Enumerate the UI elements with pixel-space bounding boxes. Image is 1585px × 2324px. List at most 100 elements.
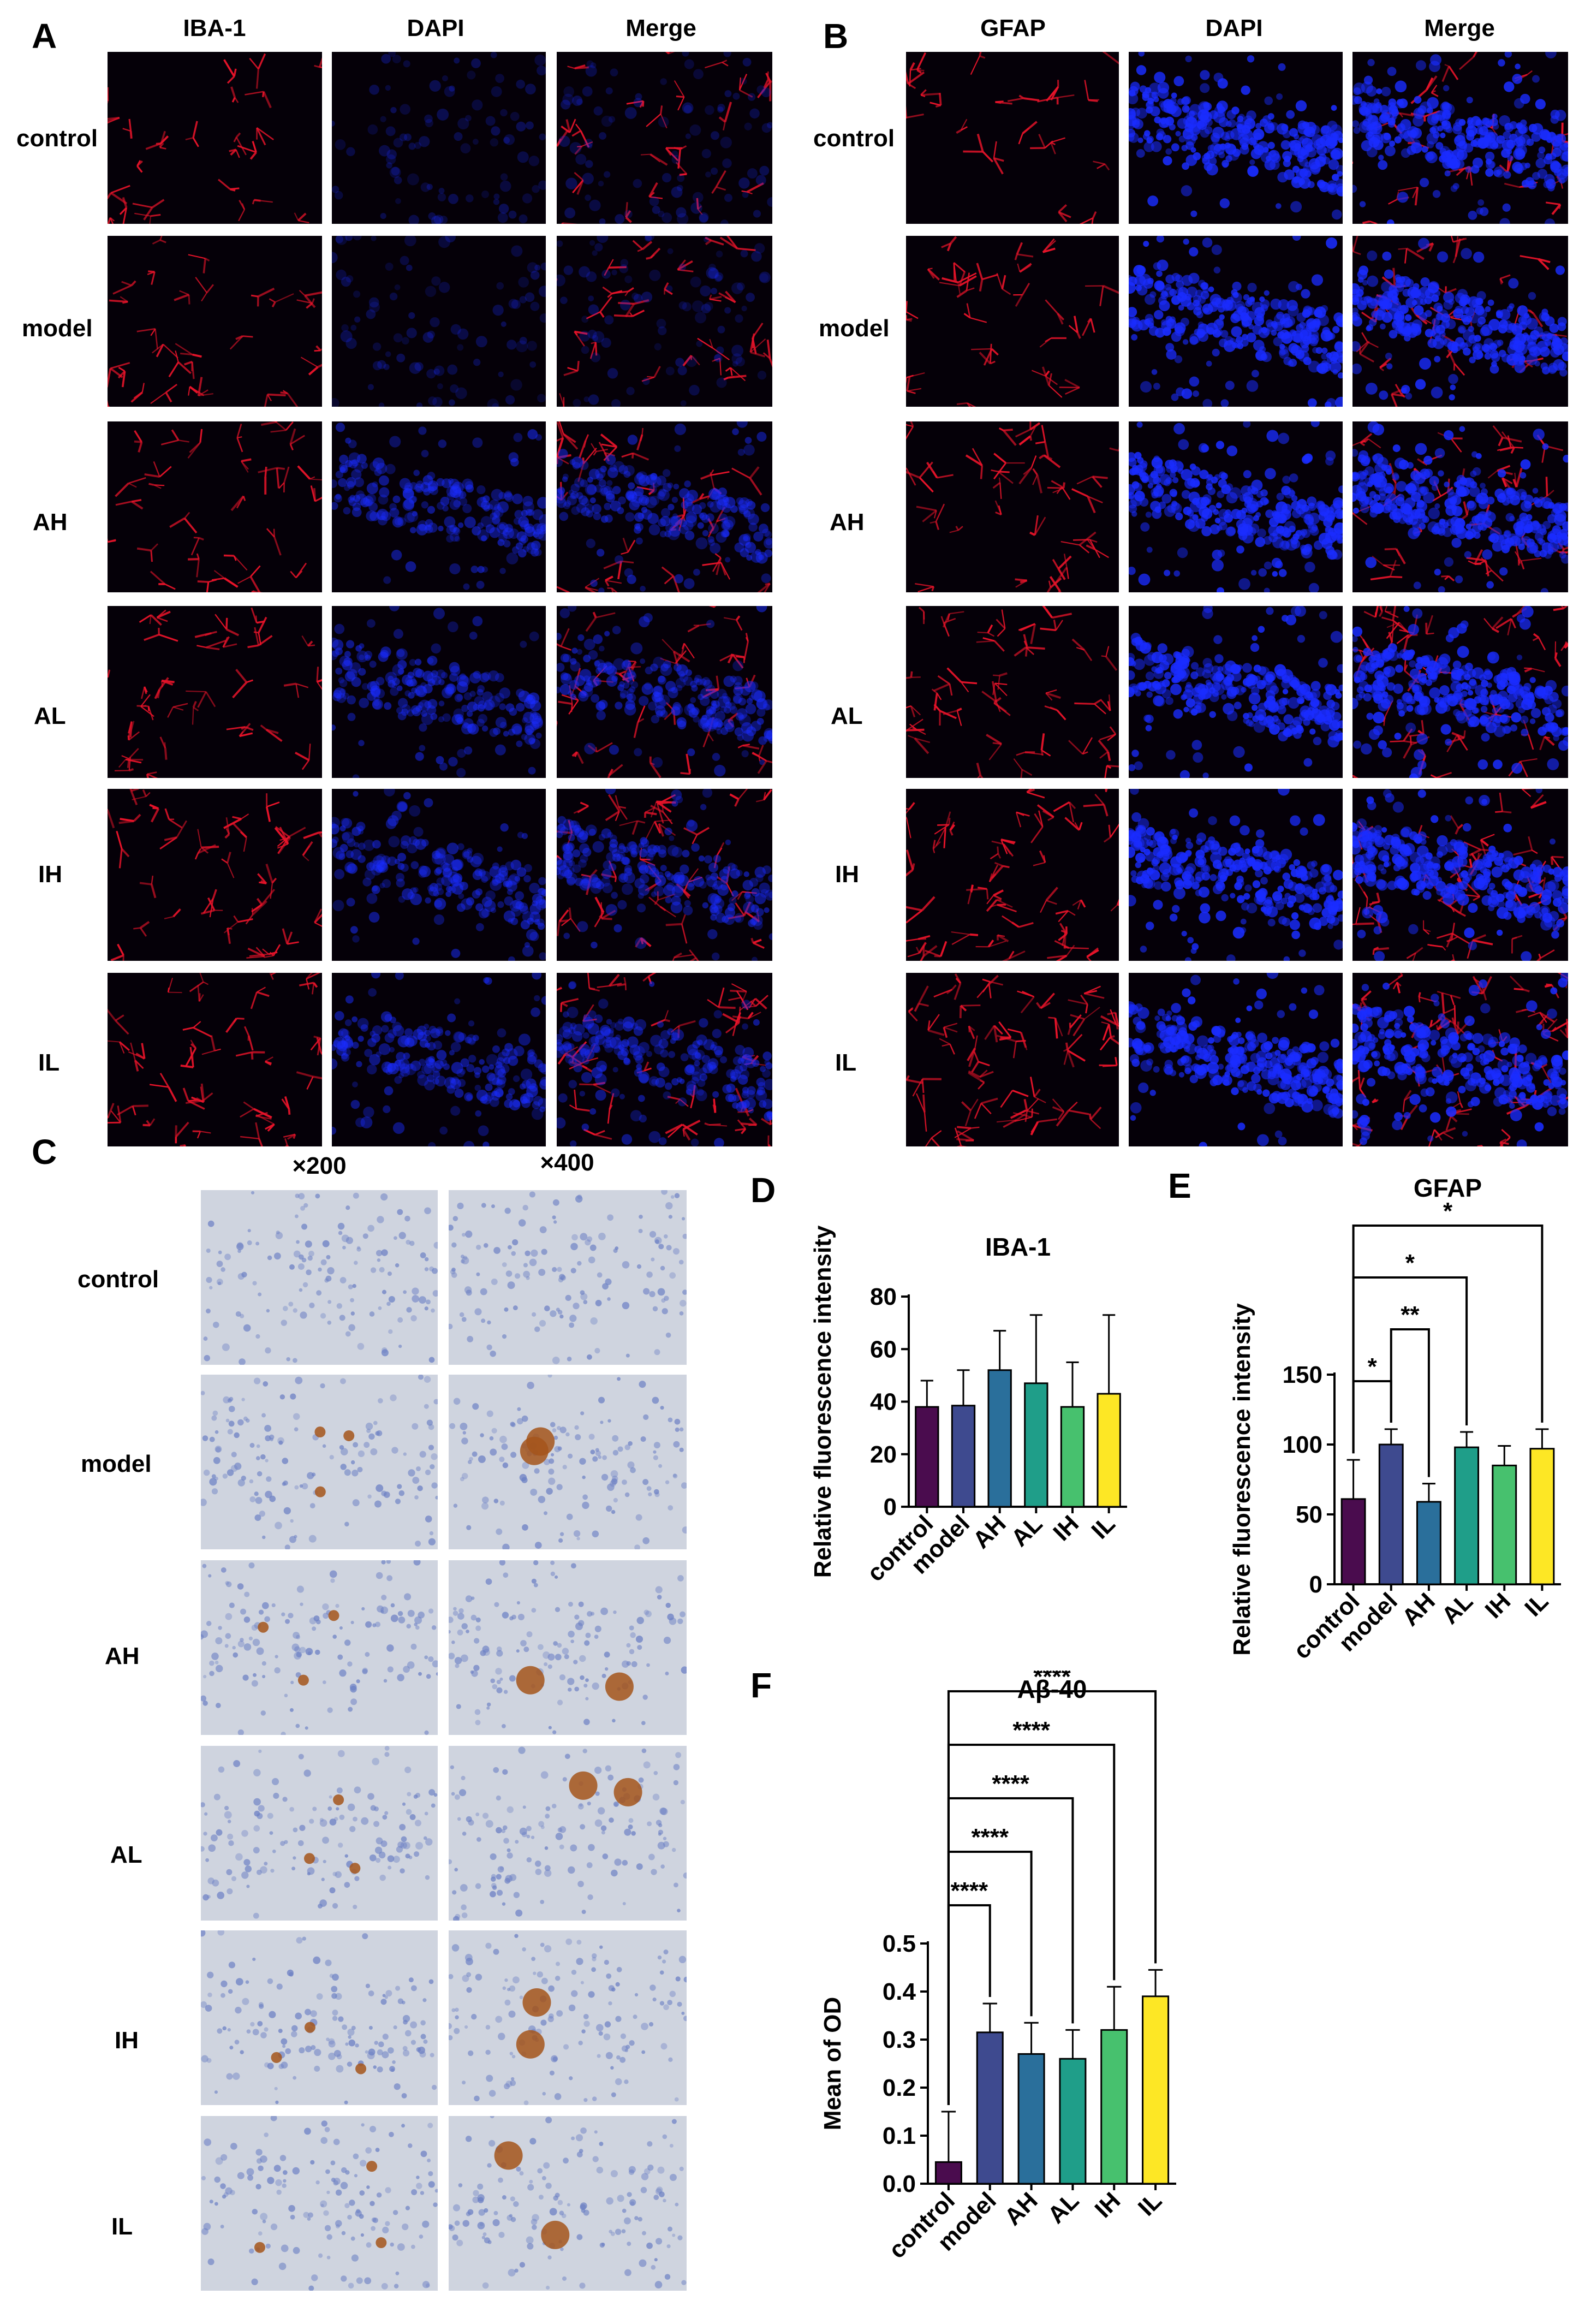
chart2-bar-AH: [1017, 2053, 1045, 2185]
panel-a-micrograph-model-blue: [332, 236, 546, 407]
panel-a-row-al: AL: [34, 703, 66, 729]
panel-b-micrograph-AH-merge: [1352, 421, 1568, 592]
panel-c-row-ah: AH: [105, 1643, 140, 1669]
chart1-title: GFAP: [1414, 1174, 1482, 1202]
chart1-sig-bracket: [1352, 1225, 1544, 1454]
panel-c-micrograph-control-x200: [201, 1190, 438, 1365]
panel-a-micrograph-IH-merge: [557, 789, 772, 961]
panel-a-micrograph-IL-red: [108, 973, 322, 1146]
chart2-sig-bracket: [947, 1690, 1157, 2105]
chart0-category-AL: AL: [1006, 1510, 1047, 1552]
chart2-title: Aβ-40: [1017, 1675, 1087, 1703]
chart1-ytick-label: 0: [1309, 1571, 1322, 1598]
chart1-sig-label: *: [1368, 1353, 1378, 1380]
chart2-sig-label: ****: [1033, 1671, 1071, 1690]
chart2-ylabel: Mean of OD: [819, 1997, 846, 2130]
chart2-ytick-label: 0.4: [883, 1978, 916, 2005]
chart2-sig-label: ****: [972, 1824, 1009, 1851]
panel-b-micrograph-model-red: [906, 236, 1119, 407]
chart0-title: IBA-1: [985, 1233, 1051, 1261]
panel-c-micrograph-model-x400: [449, 1375, 687, 1549]
panel-b-micrograph-IL-merge: [1352, 973, 1568, 1146]
chart0-ytick-label: 0: [884, 1494, 897, 1520]
chart0-category-AH: AH: [968, 1510, 1011, 1554]
panel-a-micrograph-AH-merge: [557, 421, 772, 592]
chart0-bar-AL: [1024, 1382, 1048, 1508]
panel-a-micrograph-IL-merge: [557, 973, 772, 1146]
panel-a-row-control: control: [16, 125, 98, 152]
panel-c-micrograph-IH-x200: [201, 1930, 438, 2105]
panel-c-row-model: model: [81, 1451, 152, 1477]
panel-a-micrograph-IH-red: [108, 789, 322, 961]
chart1-sig-bracket: [1390, 1328, 1430, 1477]
panel-c-micrograph-model-x200: [201, 1375, 438, 1549]
chart1-sig-label: *: [1443, 1198, 1453, 1225]
chart0-bar-model: [951, 1405, 976, 1508]
chart2-sig-label: ****: [1012, 1717, 1050, 1744]
panel-a-row-il: IL: [38, 1049, 60, 1076]
panel-b-micrograph-AH-blue: [1129, 421, 1343, 592]
chart0-ytick-label: 80: [870, 1283, 897, 1310]
chart1-category-AL: AL: [1437, 1588, 1478, 1629]
panel-letter-f: F: [750, 1666, 772, 1705]
panel-a-row-model: model: [22, 315, 93, 342]
panel-b-micrograph-model-blue: [1129, 236, 1343, 407]
chart2-sig-label: ****: [992, 1770, 1029, 1797]
chart2-category-AH: AH: [999, 2187, 1043, 2231]
panel-a-micrograph-IH-blue: [332, 789, 546, 961]
chart1-bar-control: [1340, 1498, 1366, 1585]
chart0-ytick-label: 60: [870, 1336, 897, 1363]
panel-b-micrograph-IL-blue: [1129, 973, 1343, 1146]
chart1-ytick-label: 50: [1296, 1501, 1322, 1528]
chart2-ytick-label: 0.3: [883, 2026, 916, 2053]
panel-c-micrograph-IL-x400: [449, 2116, 687, 2291]
panel-b-micrograph-control-red: [906, 52, 1119, 224]
chart0-bar-IH: [1060, 1406, 1085, 1508]
panel-a-row-ah: AH: [33, 509, 68, 536]
panel-letter-d: D: [750, 1170, 776, 1210]
chart0-bar-AH: [987, 1369, 1012, 1508]
chart2-bar-IH: [1100, 2029, 1128, 2185]
chart1-category-IL: IL: [1520, 1588, 1553, 1621]
panel-a-row-ih: IH: [38, 861, 62, 888]
panel-b-micrograph-AL-merge: [1352, 606, 1568, 778]
panel-b-micrograph-IH-red: [906, 789, 1119, 961]
panel-letter-a: A: [32, 16, 57, 56]
chart-iba1: IBA-1 Relative fluorescence intensity 0 20 4…: [809, 1225, 1127, 1587]
panel-b-col-merge: Merge: [1424, 15, 1495, 41]
panel-c-micrograph-AL-x200: [201, 1746, 438, 1921]
panel-b-row-al: AL: [831, 703, 863, 729]
panel-b-micrograph-AH-red: [906, 421, 1119, 592]
panel-c-row-il: IL: [111, 2213, 133, 2240]
panel-a-micrograph-IL-blue: [332, 973, 546, 1146]
panel-b-col-dapi: DAPI: [1205, 15, 1263, 41]
panel-b-micrograph-IH-blue: [1129, 789, 1343, 961]
panel-b-micrograph-IL-red: [906, 973, 1119, 1146]
panel-a-micrograph-control-blue: [332, 52, 546, 224]
panel-a-col-iba1: IBA-1: [183, 15, 246, 41]
chart1-sig-bracket: [1352, 1380, 1392, 1454]
chart2-sig-bracket: [947, 1797, 1074, 2105]
chart0-ytick-label: 40: [870, 1389, 897, 1416]
chart2-category-AL: AL: [1042, 2187, 1084, 2228]
panel-c-micrograph-AH-x400: [449, 1560, 687, 1735]
panel-b-row-ah: AH: [830, 509, 865, 536]
panel-a-micrograph-AL-merge: [557, 606, 772, 778]
panel-a-col-dapi: DAPI: [407, 15, 464, 41]
panel-a-col-merge: Merge: [625, 15, 696, 41]
panel-a-micrograph-model-merge: [557, 236, 772, 407]
chart2-bar-IL: [1142, 1995, 1170, 2185]
chart1-bar-IH: [1492, 1464, 1517, 1585]
chart-gfap: GFAP Relative fluorescence intensity 0 50 10…: [1229, 1174, 1561, 1665]
panel-a-micrograph-AL-red: [108, 606, 322, 778]
chart1-ytick-label: 100: [1283, 1431, 1322, 1458]
chart2-bar-control: [934, 2161, 962, 2185]
chart0-bar-control: [915, 1406, 939, 1508]
panel-a-micrograph-AH-blue: [332, 421, 546, 592]
panel-c-col-x200: ×200: [292, 1152, 347, 1179]
panel-c-row-ih: IH: [115, 2027, 139, 2054]
chart0-category-IH: IH: [1048, 1510, 1084, 1546]
chart0-ylabel: Relative fluorescence intensity: [809, 1225, 836, 1578]
chart2-ytick-label: 0.5: [883, 1930, 916, 1957]
